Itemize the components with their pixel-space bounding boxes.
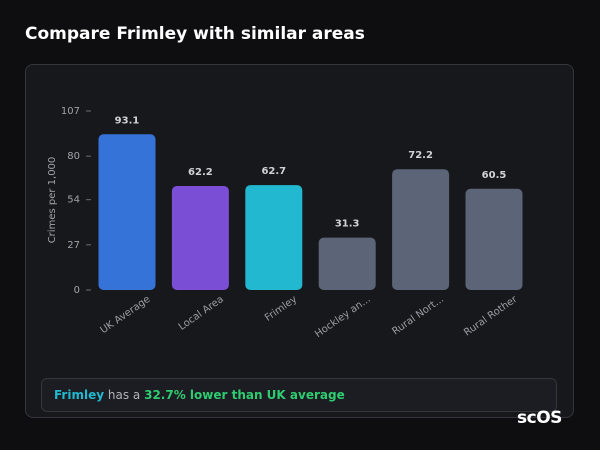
summary-subject: Frimley xyxy=(54,388,105,402)
bar xyxy=(392,169,450,290)
x-tick-label: Hockley an... xyxy=(313,294,373,340)
page-title: Compare Frimley with similar areas xyxy=(25,24,365,44)
x-tick-label: Rural Nort... xyxy=(390,294,446,338)
y-tick-label: 27 xyxy=(67,240,80,251)
y-axis-label: Crimes per 1,000 xyxy=(47,157,58,244)
logo: scOS xyxy=(517,408,562,428)
x-tick-label: Local Area xyxy=(177,294,226,333)
bar xyxy=(98,134,156,290)
value-label: 72.2 xyxy=(408,150,433,161)
value-label: 31.3 xyxy=(335,219,360,230)
x-tick-label: UK Average xyxy=(99,294,153,336)
bar xyxy=(465,188,523,290)
summary-highlight: 32.7% lower than UK average xyxy=(144,388,345,402)
x-tick-label: Rural Rother xyxy=(462,293,520,338)
y-tick-label: 80 xyxy=(67,151,80,162)
bar xyxy=(318,237,376,290)
bar xyxy=(245,185,303,290)
y-tick-label: 107 xyxy=(61,106,80,117)
y-tick-label: 54 xyxy=(67,195,80,206)
value-label: 60.5 xyxy=(482,170,507,181)
y-tick-label: 0 xyxy=(74,285,80,296)
summary-text: has a xyxy=(107,388,141,402)
value-label: 93.1 xyxy=(115,115,140,126)
bar xyxy=(171,185,229,290)
value-label: 62.7 xyxy=(261,166,286,177)
value-label: 62.2 xyxy=(188,167,213,178)
x-tick-label: Frimley xyxy=(263,294,299,324)
summary-box: Frimley has a 32.7% lower than UK averag… xyxy=(41,378,557,412)
